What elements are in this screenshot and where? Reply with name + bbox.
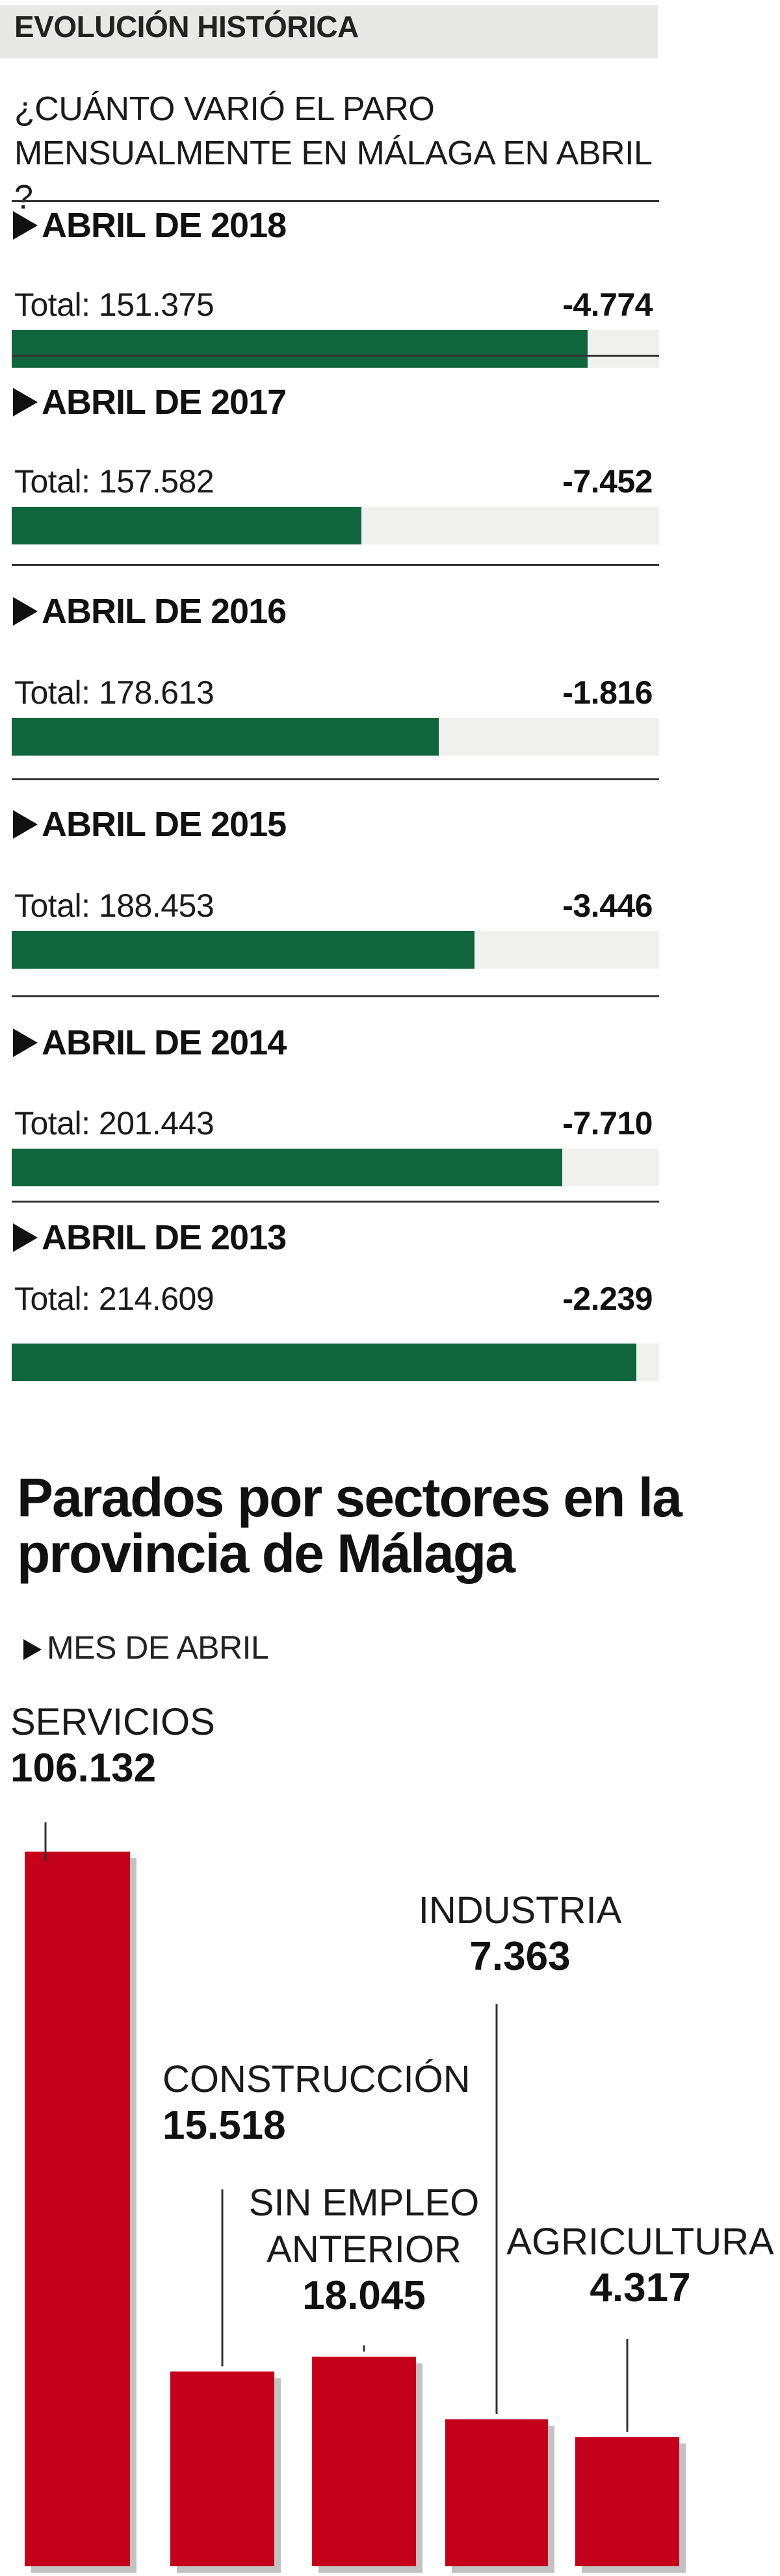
header-band (0, 5, 658, 58)
triangle-icon (13, 1028, 38, 1057)
question-text: ¿CUÁNTO VARIÓ EL PARO MENSUALMENTE EN MÁ… (14, 90, 651, 216)
category-label: AGRICULTURA (506, 2221, 774, 2263)
year-bar-fill (12, 1344, 637, 1381)
year-label: ABRIL DE 2017 (42, 383, 287, 422)
bar-construcción (170, 2371, 274, 2566)
year-bar-fill (12, 507, 361, 544)
triangle-icon (13, 211, 38, 240)
triangle-icon (13, 1223, 38, 1252)
divider (12, 1201, 659, 1203)
year-bar-track (12, 1149, 659, 1186)
year-label: ABRIL DE 2015 (42, 805, 287, 844)
triangle-icon (13, 597, 38, 626)
bar-agricultura (575, 2437, 679, 2566)
year-bar-track (12, 718, 659, 756)
header-title: EVOLUCIÓN HISTÓRICA (14, 10, 359, 44)
value-label: 15.518 (162, 2103, 286, 2148)
divider (12, 778, 659, 780)
divider (12, 995, 659, 997)
value-label: 4.317 (590, 2265, 690, 2310)
bar-servicios (25, 1852, 130, 2566)
year-bar-track (12, 931, 659, 969)
year-bar-fill (12, 1149, 562, 1186)
year-total: Total: 201.443 (14, 1105, 214, 1141)
year-change: -7.710 (562, 1105, 653, 1141)
triangle-icon (13, 810, 38, 839)
year-total: Total: 214.609 (14, 1281, 214, 1317)
subtitle-label: MES DE ABRIL (47, 1629, 269, 1666)
year-total: Total: 188.453 (14, 887, 214, 924)
category-label: INDUSTRIA (419, 1889, 622, 1932)
year-total: Total: 151.375 (14, 287, 214, 323)
year-change: -2.239 (562, 1281, 653, 1317)
divider (12, 355, 659, 357)
bar-industria (445, 2419, 548, 2566)
year-label: ABRIL DE 2014 (42, 1023, 287, 1062)
category-label: SIN EMPLEO (249, 2182, 480, 2224)
year-bar-fill (12, 931, 475, 969)
chart-title: Parados por sectores en la provincia de … (17, 1467, 682, 1584)
value-label: 106.132 (10, 1746, 156, 1791)
year-bar-track (12, 507, 659, 544)
year-label: ABRIL DE 2018 (42, 206, 287, 245)
year-title: ABRIL DE 2018 (13, 205, 287, 246)
value-label: 7.363 (469, 1934, 570, 1979)
year-label: ABRIL DE 2013 (42, 1218, 287, 1257)
year-title: ABRIL DE 2015 (13, 804, 287, 845)
year-total: Total: 178.613 (14, 674, 214, 711)
year-bar-fill (12, 330, 588, 368)
year-bar-fill (12, 718, 439, 756)
category-label: ANTERIOR (266, 2228, 462, 2271)
category-label: SERVICIOS (10, 1701, 215, 1743)
bar-sin-empleo-anterior (312, 2356, 416, 2566)
category-label: CONSTRUCCIÓN (162, 2058, 471, 2100)
year-title: ABRIL DE 2013 (13, 1218, 287, 1258)
year-change: -1.816 (562, 674, 653, 711)
year-total: Total: 157.582 (14, 463, 214, 500)
year-bar-track (12, 330, 659, 368)
year-change: -4.774 (562, 287, 653, 323)
value-label: 18.045 (302, 2273, 426, 2318)
divider (12, 564, 659, 566)
year-label: ABRIL DE 2016 (42, 592, 287, 631)
triangle-icon (23, 1639, 42, 1660)
divider (12, 200, 659, 202)
year-title: ABRIL DE 2014 (13, 1023, 287, 1063)
year-bar-track (12, 1344, 659, 1381)
chart-subtitle: MES DE ABRIL (23, 1629, 269, 1666)
year-change: -7.452 (562, 463, 653, 500)
triangle-icon (13, 388, 38, 416)
year-title: ABRIL DE 2017 (13, 382, 287, 422)
year-title: ABRIL DE 2016 (13, 591, 287, 631)
year-change: -3.446 (562, 887, 653, 924)
